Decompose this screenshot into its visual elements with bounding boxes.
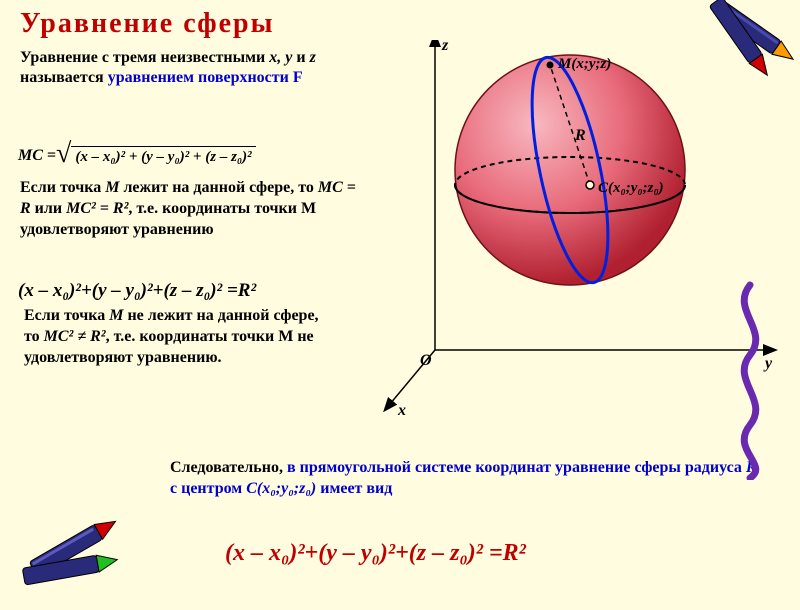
sqrt-icon: √ [56, 138, 71, 170]
origin-label: O [420, 352, 432, 369]
center-label: C(x₀;y₀;z₀) [598, 180, 664, 196]
term-surface-eqn: уравнением поверхности F [108, 69, 303, 86]
point-m: M [105, 179, 119, 196]
z-label: z [441, 40, 449, 54]
center-c: С(x₀;y₀;z₀) [246, 480, 316, 497]
intro-paragraph: Уравнение с тремя неизвестными x, y и z … [20, 48, 350, 88]
text: Если точка [20, 179, 105, 196]
page-title: Уравнение сферы [20, 8, 275, 40]
text: Следовательно, [170, 459, 287, 476]
center-point [586, 181, 594, 189]
text: Если точка [24, 307, 109, 324]
text: в прямоугольной системе координат уравне… [287, 459, 746, 476]
text: и [292, 49, 309, 66]
text: называется [20, 69, 108, 86]
sphere-body [455, 55, 685, 285]
r-label: R [574, 127, 586, 144]
vars: x, y [269, 49, 292, 66]
var-z: z [310, 49, 316, 66]
squiggle-decoration [720, 280, 780, 480]
sphere-equation-1: (x – x₀)²+(y – y₀)²+(z – z₀)² =R² [18, 280, 256, 302]
eq-mc2-r2: МС² = R² [66, 200, 128, 217]
point-m: M [109, 307, 123, 324]
mc-label: MC = [18, 147, 56, 165]
text: имеет вид [316, 480, 392, 497]
sqrt-body: (x – x₀)² + (y – y₀)² + (z – z₀)² [71, 146, 255, 166]
neq-mc2-r2: МС² ≠ R² [44, 328, 106, 345]
m-label: M(x;y;z) [557, 56, 611, 72]
crayon-decoration-top [690, 0, 800, 100]
sphere-equation-final: (x – x₀)²+(y – y₀)²+(z – z₀)² =R² [225, 540, 526, 567]
text: или [31, 200, 66, 217]
x-label: x [397, 402, 406, 419]
text: с центром [170, 480, 246, 497]
formula-mc-distance: MC = √ (x – x₀)² + (y – y₀)² + (z – z₀)² [18, 140, 256, 172]
m-point [547, 62, 554, 69]
on-sphere-paragraph: Если точка M лежит на данной сфере, то М… [20, 178, 365, 240]
text: лежит на данной сфере, то [119, 179, 317, 196]
text: Уравнение с тремя неизвестными [20, 49, 269, 66]
crayon-decoration-bottom [10, 480, 170, 610]
conclusion-paragraph: Следовательно, в прямоугольной системе к… [170, 458, 760, 500]
off-sphere-paragraph: Если точка M не лежит на данной сфере, т… [24, 306, 334, 368]
